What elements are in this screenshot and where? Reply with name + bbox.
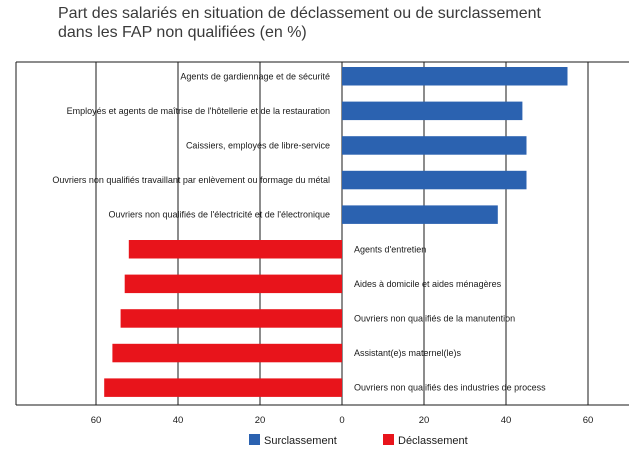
x-tick-label: 60 <box>91 415 102 426</box>
bar <box>104 378 342 397</box>
legend-label: Déclassement <box>398 435 468 447</box>
legend-label: Surclassement <box>264 435 337 447</box>
category-label: Agents de gardiennage et de sécurité <box>180 71 330 81</box>
x-tick-label: 60 <box>583 415 594 426</box>
category-label: Ouvriers non qualifiés des industries de… <box>354 383 546 393</box>
category-label: Assistant(e)s maternel(le)s <box>354 348 462 358</box>
bar <box>342 67 568 86</box>
x-tick-label: 40 <box>501 415 512 426</box>
category-label: Aides à domicile et aides ménagères <box>354 279 502 289</box>
bar <box>124 274 342 294</box>
bar <box>112 343 343 363</box>
chart-title-line-1: Part des salariés en situation de déclas… <box>58 5 541 22</box>
bar <box>128 240 342 259</box>
x-tick-label: 0 <box>339 415 344 426</box>
category-label: Employés et agents de maîtrise de l'hôte… <box>67 106 330 116</box>
x-tick-label: 20 <box>419 415 430 426</box>
x-tick-label: 40 <box>173 415 184 426</box>
category-label: Ouvriers non qualifiés de l'électricité … <box>108 210 330 220</box>
category-label: Ouvriers non qualifiés travaillant par e… <box>52 175 330 185</box>
category-label: Ouvriers non qualifiés de la manutention <box>354 313 515 323</box>
legend-swatch <box>383 434 394 445</box>
bar <box>342 205 498 224</box>
bar <box>120 309 342 328</box>
x-tick-label: 20 <box>255 415 266 426</box>
legend-swatch <box>249 434 260 445</box>
chart-title-line-2: dans les FAP non qualifiées (en %) <box>58 24 307 41</box>
chart-title: Part des salariés en situation de déclas… <box>58 4 541 42</box>
bar <box>342 170 527 190</box>
category-label: Agents d'entretien <box>354 244 426 254</box>
bar <box>342 101 523 121</box>
category-label: Caissiers, employés de libre-service <box>186 140 330 150</box>
bar <box>342 136 527 155</box>
